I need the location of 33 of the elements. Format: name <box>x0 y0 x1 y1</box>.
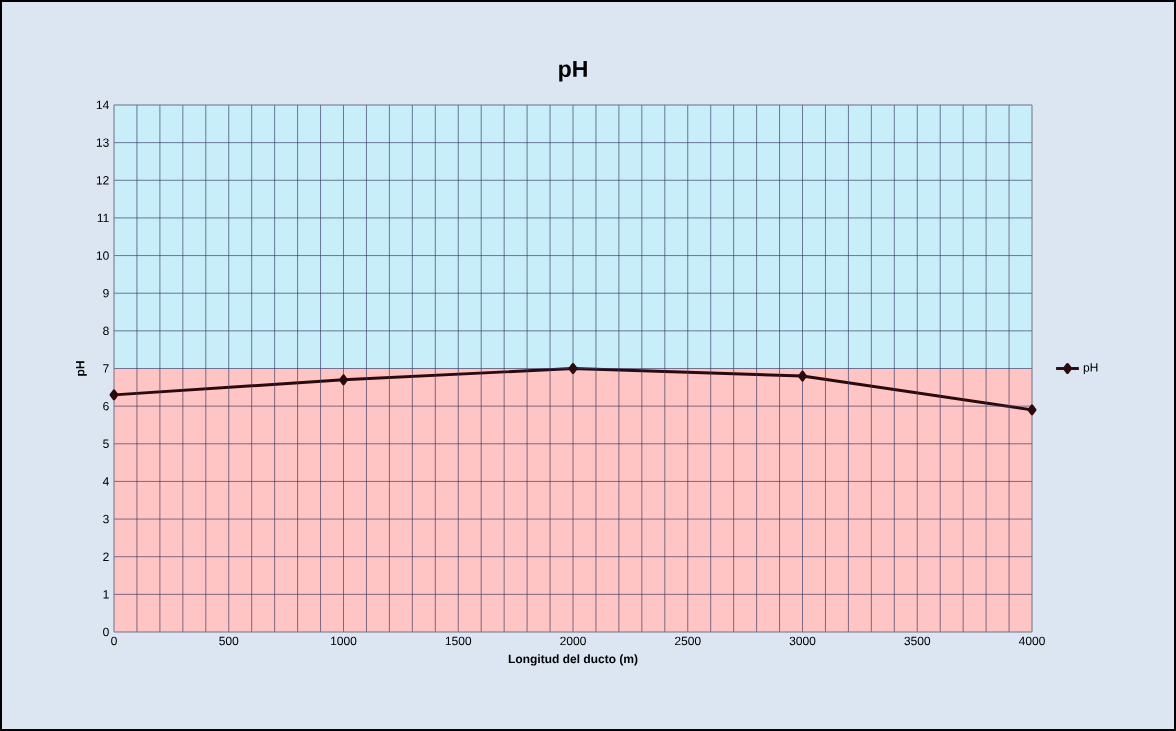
y-tick-label: 8 <box>103 326 109 336</box>
legend-label: pH <box>1083 363 1098 375</box>
point <box>109 389 119 401</box>
point <box>339 374 348 386</box>
x-tick-label: 3000 <box>789 636 816 646</box>
x-tick-label: 0 <box>111 636 117 646</box>
y-tick-label: 9 <box>103 288 109 298</box>
x-tick-label: 500 <box>219 636 239 646</box>
x-tick-label: 2500 <box>675 636 701 646</box>
y-axis-title: pH <box>76 361 87 376</box>
point <box>568 363 578 374</box>
y-tick-label: 12 <box>96 176 109 185</box>
y-tick-label: 2 <box>103 552 109 561</box>
x-tick-label: 1000 <box>331 636 357 646</box>
y-tick-label: 14 <box>96 100 109 110</box>
x-tick-label: 1500 <box>445 636 472 646</box>
y-tick-label: 13 <box>96 138 109 147</box>
y-tick-label: 7 <box>103 364 109 373</box>
point <box>798 370 807 382</box>
chart-title: pH <box>559 60 587 82</box>
point <box>1027 404 1037 416</box>
y-tick-label: 11 <box>97 213 109 223</box>
y-tick-label: 4 <box>102 477 109 486</box>
y-tick-label: 1 <box>103 590 109 599</box>
x-tick-label: 2000 <box>560 636 586 646</box>
y-tick-label: 6 <box>103 401 109 411</box>
y-tick-label: 10 <box>96 251 109 260</box>
x-tick-label: 4000 <box>1018 636 1045 646</box>
x-tick-label: 3500 <box>904 636 931 646</box>
x-axis-title: Longitud del ducto (m) <box>508 654 638 666</box>
y-tick-label: 0 <box>103 627 109 637</box>
y-tick-label: 3 <box>103 514 109 524</box>
y-tick-label: 5 <box>103 439 109 448</box>
